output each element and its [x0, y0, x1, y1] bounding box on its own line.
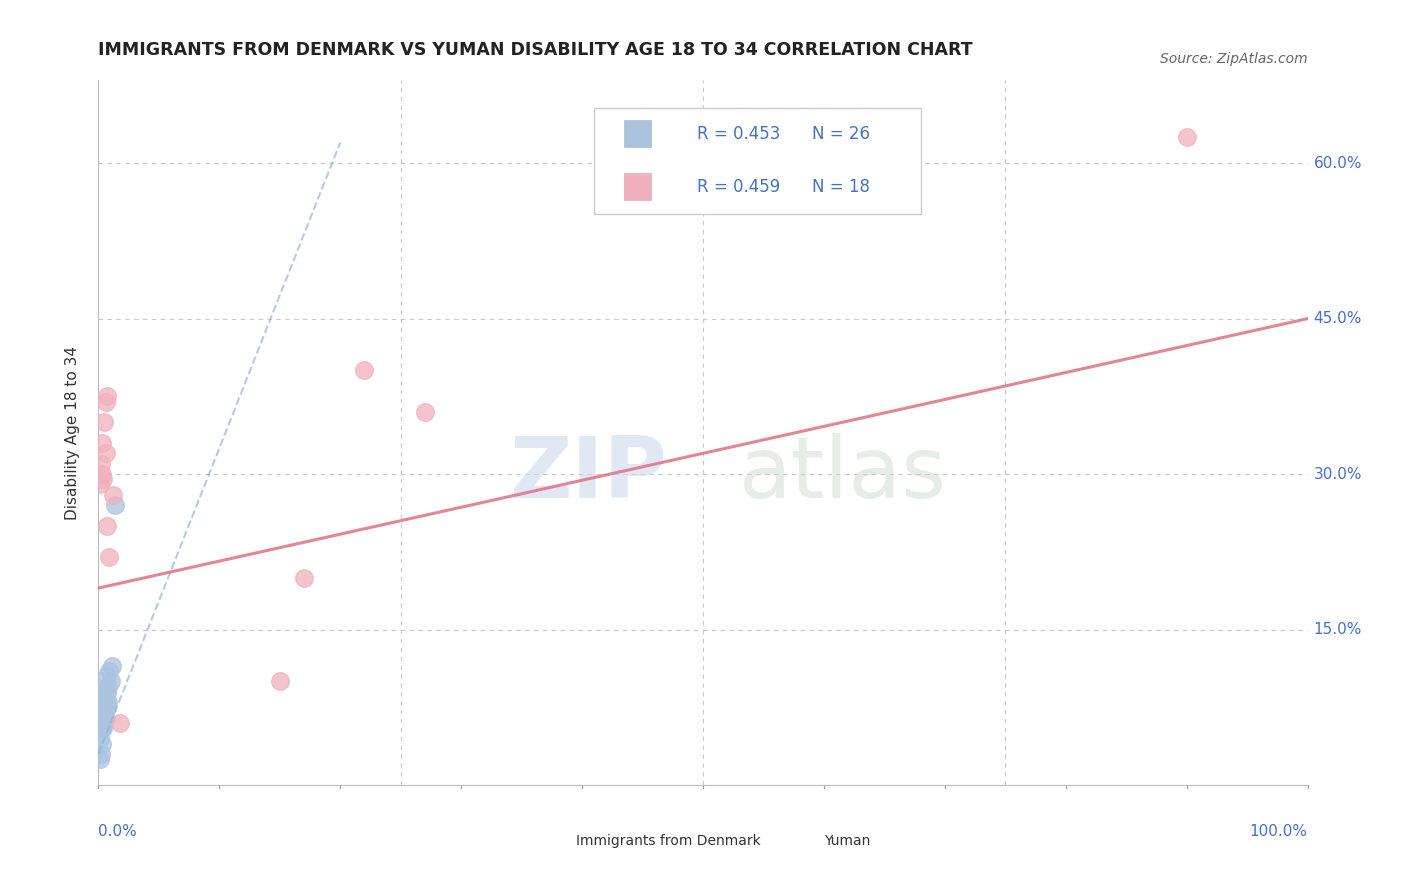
Text: ZIP: ZIP: [509, 434, 666, 516]
Point: [353, 363, 375, 377]
Point: [93, 715, 115, 730]
Point: [98, 549, 121, 564]
Point: [90, 747, 112, 761]
Point: [91, 700, 114, 714]
Point: [100, 674, 122, 689]
Point: [96, 684, 118, 698]
Point: [91, 472, 114, 486]
Y-axis label: Disability Age 18 to 34: Disability Age 18 to 34: [65, 345, 80, 520]
Point: [91, 436, 114, 450]
Text: Source: ZipAtlas.com: Source: ZipAtlas.com: [1160, 53, 1308, 66]
Bar: [546, 833, 568, 848]
Text: 45.0%: 45.0%: [1313, 311, 1362, 326]
Text: 30.0%: 30.0%: [1313, 467, 1362, 482]
Point: [108, 715, 131, 730]
Point: [93, 415, 115, 429]
Point: [97, 695, 120, 709]
Point: [89, 477, 111, 491]
Point: [90, 710, 112, 724]
Text: R = 0.453: R = 0.453: [697, 125, 780, 143]
Point: [94, 710, 117, 724]
Point: [91, 721, 114, 735]
Point: [96, 389, 118, 403]
Text: Immigrants from Denmark: Immigrants from Denmark: [576, 834, 761, 847]
FancyBboxPatch shape: [595, 109, 921, 214]
Point: [93, 690, 115, 704]
Point: [101, 488, 124, 502]
Point: [96, 519, 118, 533]
Point: [91, 737, 114, 751]
Point: [96, 700, 118, 714]
Bar: [624, 173, 651, 200]
Point: [100, 658, 122, 673]
Point: [90, 457, 112, 471]
Point: [90, 721, 112, 735]
Point: [93, 700, 115, 714]
Text: atlas: atlas: [740, 434, 948, 516]
Point: [91, 721, 114, 735]
Point: [91, 467, 114, 481]
Text: 0.0%: 0.0%: [98, 823, 138, 838]
Text: 100.0%: 100.0%: [1250, 823, 1308, 838]
Text: R = 0.459: R = 0.459: [697, 178, 780, 195]
Point: [91, 710, 114, 724]
Point: [1175, 130, 1198, 145]
Point: [269, 674, 291, 689]
Text: 15.0%: 15.0%: [1313, 622, 1362, 637]
Point: [94, 446, 117, 460]
Point: [91, 706, 114, 720]
Text: N = 26: N = 26: [811, 125, 870, 143]
Text: 60.0%: 60.0%: [1313, 156, 1362, 170]
Point: [94, 695, 117, 709]
Text: Yuman: Yuman: [824, 834, 870, 847]
Point: [98, 664, 121, 678]
Point: [104, 498, 127, 512]
Point: [94, 394, 117, 409]
Text: IMMIGRANTS FROM DENMARK VS YUMAN DISABILITY AGE 18 TO 34 CORRELATION CHART: IMMIGRANTS FROM DENMARK VS YUMAN DISABIL…: [98, 41, 973, 59]
Point: [413, 405, 436, 419]
Point: [97, 680, 120, 694]
Point: [96, 669, 118, 683]
Bar: [624, 120, 651, 147]
Point: [89, 752, 111, 766]
Point: [292, 571, 315, 585]
Text: N = 18: N = 18: [811, 178, 870, 195]
Bar: [793, 833, 815, 848]
Point: [94, 680, 117, 694]
Point: [89, 731, 111, 746]
